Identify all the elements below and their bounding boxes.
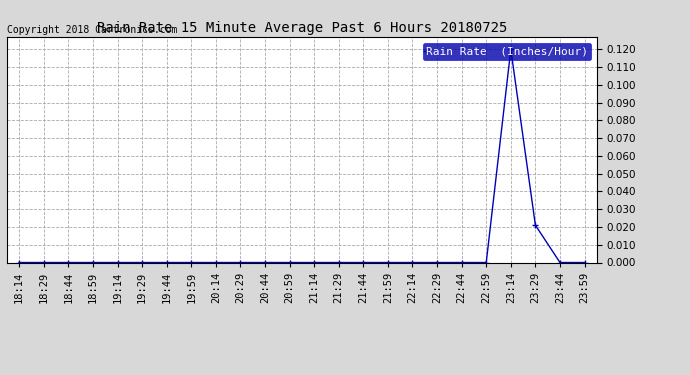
Title: Rain Rate 15 Minute Average Past 6 Hours 20180725: Rain Rate 15 Minute Average Past 6 Hours… — [97, 21, 507, 35]
Legend: Rain Rate  (Inches/Hour): Rain Rate (Inches/Hour) — [423, 43, 591, 60]
Text: Copyright 2018 Cartronics.com: Copyright 2018 Cartronics.com — [7, 25, 177, 35]
